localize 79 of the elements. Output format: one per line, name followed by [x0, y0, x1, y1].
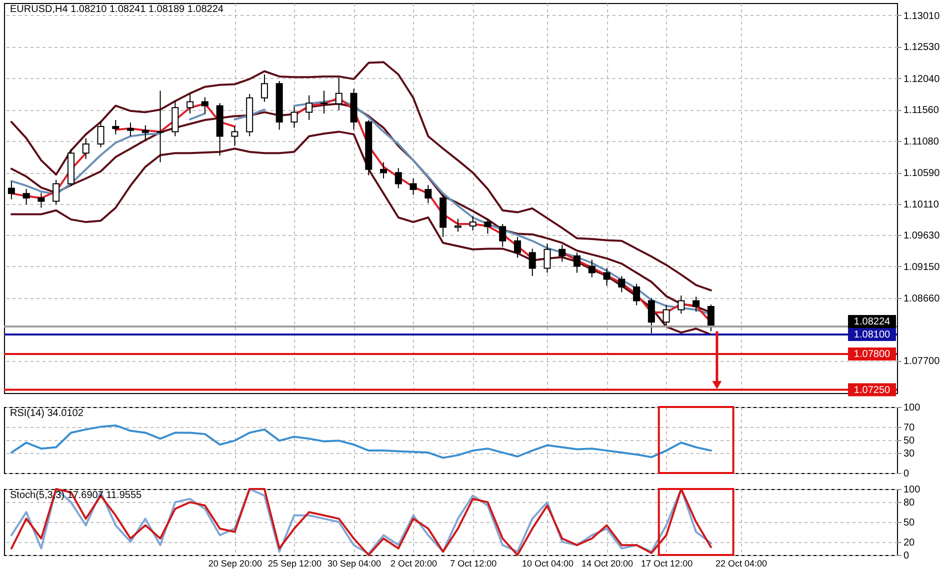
x-tick-label: 2 Oct 20:00: [390, 558, 438, 568]
candlestick: [424, 184, 432, 204]
candlestick: [142, 124, 149, 140]
candlestick: [320, 90, 328, 114]
y-tick-label: 50: [904, 518, 916, 528]
candlestick: [335, 77, 342, 111]
candlestick: [410, 178, 417, 196]
ref-line-label: 1.07800: [854, 349, 891, 360]
y-tick-label: 20: [904, 537, 916, 548]
candlestick: [38, 192, 45, 208]
candlestick: [618, 276, 626, 293]
y-tick-label: 1.11560: [904, 105, 940, 116]
candlestick: [156, 90, 164, 163]
candlestick: [260, 74, 268, 102]
candlestick: [231, 126, 238, 146]
candlestick: [469, 216, 476, 231]
y-tick-label: 1.09150: [904, 262, 940, 273]
candlestick: [97, 120, 104, 148]
y-tick-label: 1.10590: [904, 168, 940, 180]
candlestick: [692, 296, 700, 312]
y-tick-label: 100: [904, 402, 921, 414]
y-tick-label: 1.11080: [904, 136, 940, 148]
candlestick: [544, 243, 551, 274]
y-tick-label: 1.09630: [904, 230, 940, 242]
annotation: EURUSD,H4 1.08210 1.08241 1.08189 1.08224: [10, 4, 224, 15]
ref-line-label: 1.08100: [854, 330, 891, 340]
y-tick-label: 80: [904, 498, 916, 509]
ref-line-label: 1.07250: [854, 384, 891, 396]
candlestick: [8, 181, 15, 200]
y-tick-label: 100: [904, 484, 921, 496]
candlestick: [678, 295, 685, 314]
candlestick: [603, 268, 610, 286]
x-tick-label: 14 Oct 20:00: [582, 558, 634, 568]
candlestick: [499, 224, 506, 248]
candlestick: [662, 304, 670, 328]
y-tick-label: 0: [904, 468, 910, 480]
x-tick-label: 30 Sep 04:00: [327, 558, 382, 568]
candlestick: [633, 283, 640, 306]
y-tick-label: 70: [904, 422, 916, 434]
candlestick: [558, 244, 566, 262]
annotation: RSI(14) 34.0102: [10, 408, 84, 419]
y-tick-label: 50: [904, 436, 916, 446]
line-series: [10, 424, 712, 459]
candlestick: [454, 218, 462, 232]
x-tick-label: 22 Oct 04:00: [715, 558, 767, 568]
x-tick-label: 7 Oct 12:00: [450, 558, 497, 568]
candlestick: [112, 120, 120, 135]
y-tick-label: 1.12040: [904, 74, 940, 85]
candlestick: [290, 106, 298, 128]
candlestick: [22, 188, 30, 205]
x-tick-label: 10 Oct 04:00: [522, 558, 574, 568]
candlestick: [588, 259, 596, 278]
x-tick-label: 25 Sep 12:00: [268, 558, 322, 568]
y-tick-label: 1.13010: [904, 10, 940, 22]
line-series: [10, 61, 712, 292]
candlestick: [514, 236, 521, 258]
candlestick: [186, 94, 194, 114]
ref-line-label: 1.08224: [854, 316, 891, 328]
candlestick: [127, 122, 134, 137]
y-tick-label: 30: [904, 448, 916, 460]
y-tick-label: 1.08660: [904, 294, 940, 305]
y-tick-label: 0: [904, 550, 910, 562]
candlestick: [306, 94, 313, 120]
candlestick: [648, 298, 655, 334]
line-series: [10, 130, 712, 336]
x-tick-label: 20 Sep 20:00: [208, 558, 262, 568]
y-tick-label: 1.10110: [904, 199, 940, 210]
candlestick: [52, 179, 60, 205]
candlestick: [380, 162, 388, 179]
candlestick: [82, 138, 90, 160]
y-tick-label: 1.12530: [904, 42, 940, 54]
candlestick: [394, 168, 402, 189]
y-tick-label: 1.07700: [904, 356, 940, 367]
candlestick: [484, 218, 492, 234]
candlestick: [201, 96, 208, 114]
candlestick: [574, 252, 581, 274]
candlestick: [707, 304, 714, 332]
x-tick-label: 17 Oct 12:00: [641, 558, 693, 568]
candlestick: [528, 248, 536, 276]
